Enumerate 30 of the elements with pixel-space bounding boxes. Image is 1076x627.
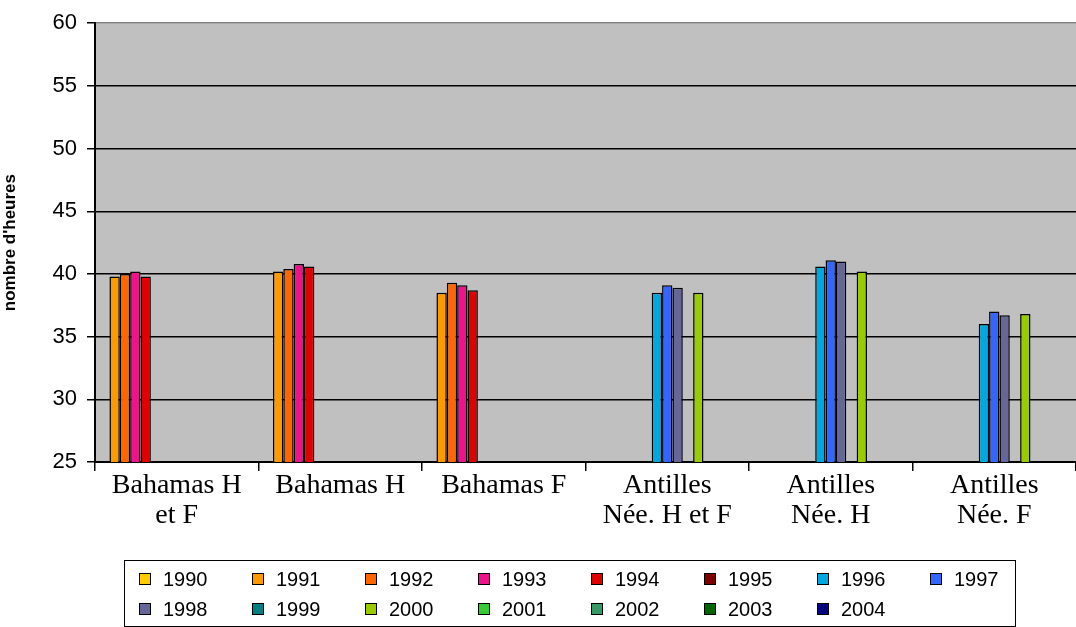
legend-label: 2002: [615, 597, 660, 621]
legend-label: 1991: [276, 567, 321, 591]
legend-label: 1997: [954, 567, 999, 591]
y-tick-label: 55: [52, 71, 77, 97]
y-tick-label: 25: [52, 448, 77, 474]
legend-label: 1993: [502, 567, 547, 591]
legend-label: 2003: [728, 597, 773, 621]
y-tick-label: 30: [52, 385, 77, 411]
legend-label: 1994: [615, 567, 660, 591]
y-tick-label: 35: [52, 322, 77, 348]
x-tick-label: Antilles Née. F: [949, 468, 1039, 530]
legend-label: 1998: [163, 597, 208, 621]
legend-label: 2001: [502, 597, 547, 621]
x-tick-label: Antilles Née. H: [786, 468, 876, 530]
y-tick-label: 45: [52, 197, 77, 223]
x-tick-label: Bahamas F: [441, 468, 567, 500]
legend-label: 1990: [163, 567, 208, 591]
y-tick-label: 50: [52, 134, 77, 160]
y-axis-title: nombre d'heures: [0, 173, 19, 312]
legend-label: 1996: [841, 567, 886, 591]
x-tick-label: Bahamas H et F: [111, 468, 242, 530]
legend-label: 2004: [841, 597, 886, 621]
y-tick-label: 60: [52, 9, 77, 35]
x-tick-label: Antilles Née. H et F: [602, 468, 732, 530]
legend-label: 2000: [389, 597, 434, 621]
legend-label: 1999: [276, 597, 321, 621]
legend-label: 1995: [728, 567, 773, 591]
legend-label: 1992: [389, 567, 434, 591]
x-tick-label: Bahamas H: [275, 468, 406, 500]
y-tick-label: 40: [52, 260, 77, 286]
